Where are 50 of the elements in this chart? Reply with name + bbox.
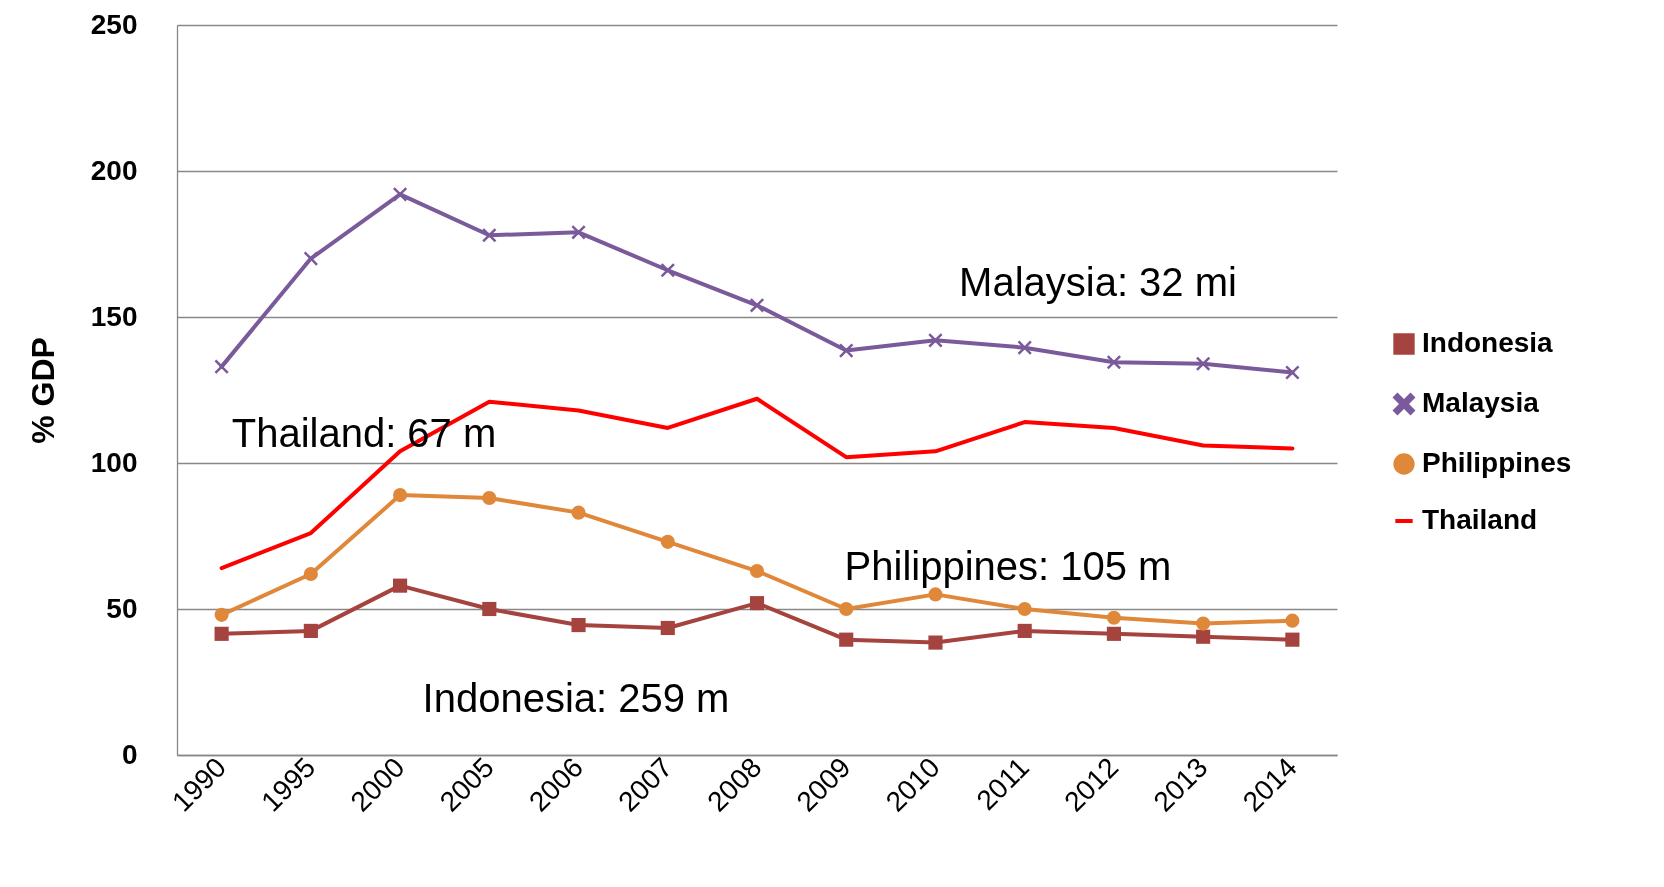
point xyxy=(660,620,675,636)
legend-label: Philippines xyxy=(1422,447,1572,478)
point xyxy=(482,601,497,617)
point xyxy=(1196,356,1211,371)
point xyxy=(1017,340,1032,355)
y-tick-label: 50 xyxy=(106,592,138,624)
point xyxy=(482,228,497,243)
point xyxy=(393,488,408,503)
point xyxy=(1017,601,1032,617)
y-axis-title: % GDP xyxy=(24,337,61,444)
point xyxy=(1017,623,1032,638)
point xyxy=(1106,355,1121,370)
y-tick-label: 250 xyxy=(90,8,138,40)
legend-label: Thailand xyxy=(1422,504,1538,535)
annotation: Philippines: 105 m xyxy=(844,544,1172,588)
point xyxy=(1106,626,1121,641)
point xyxy=(214,626,229,641)
y-tick-label: 0 xyxy=(121,738,138,770)
point xyxy=(303,251,318,266)
annotation: Malaysia: 32 mi xyxy=(959,260,1237,304)
legend-label: Malaysia xyxy=(1422,387,1540,418)
point xyxy=(393,578,408,593)
point xyxy=(660,534,675,549)
y-tick-label: 100 xyxy=(90,446,138,478)
y-tick-label: 200 xyxy=(90,154,138,186)
point xyxy=(1285,632,1300,647)
point xyxy=(749,563,765,579)
point xyxy=(303,623,318,638)
point xyxy=(1285,613,1300,628)
point xyxy=(482,490,497,506)
point xyxy=(571,617,586,633)
point xyxy=(393,187,408,202)
point xyxy=(928,635,943,650)
point xyxy=(571,505,586,520)
legend-label: Indonesia xyxy=(1422,327,1554,358)
point xyxy=(749,596,765,611)
point xyxy=(749,298,765,313)
point xyxy=(1106,610,1121,625)
point xyxy=(839,632,854,647)
point xyxy=(303,566,318,582)
point xyxy=(839,601,854,617)
point xyxy=(839,343,854,358)
y-tick-label: 150 xyxy=(90,300,138,332)
point xyxy=(660,263,675,278)
point xyxy=(214,607,229,622)
annotation: Indonesia: 259 m xyxy=(422,676,730,720)
point xyxy=(214,359,229,374)
point xyxy=(1196,629,1211,644)
point xyxy=(928,587,943,602)
point xyxy=(1196,616,1211,631)
